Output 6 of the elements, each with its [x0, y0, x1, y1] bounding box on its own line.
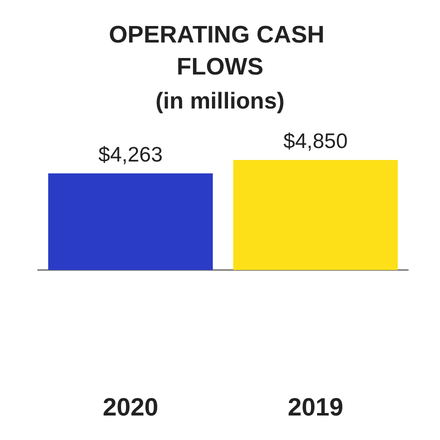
x-tick-label: 2020 — [102, 394, 158, 422]
x-tick-label: 2019 — [288, 394, 344, 422]
chart-subtitle: (in millions) — [155, 88, 285, 114]
data-label: $4,263 — [98, 143, 163, 166]
data-label: $4,850 — [283, 130, 348, 153]
chart-title: OPERATING CASH FLOWS — [108, 22, 332, 80]
